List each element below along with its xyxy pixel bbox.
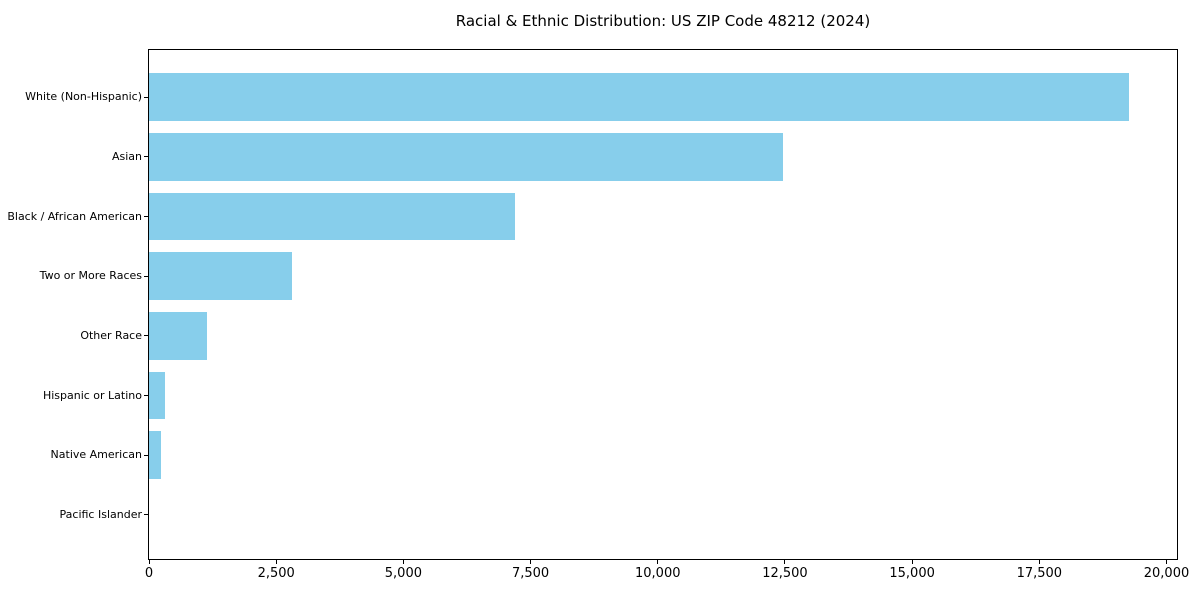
bar <box>149 192 515 241</box>
x-tick-label: 5,000 <box>384 566 422 581</box>
x-tick-mark <box>784 559 786 564</box>
x-tick-label: 15,000 <box>889 566 935 581</box>
bar <box>149 371 166 420</box>
y-tick-mark <box>143 216 149 218</box>
y-tick-mark <box>143 275 149 277</box>
y-tick-label: Black / African American <box>7 209 142 223</box>
bar <box>149 133 783 181</box>
y-tick-label: Two or More Races <box>39 269 142 283</box>
y-tick-label: White (Non-Hispanic) <box>25 90 142 104</box>
y-tick-mark <box>143 156 149 158</box>
bar <box>149 252 292 301</box>
bar <box>149 431 162 480</box>
x-tick-mark <box>148 559 150 564</box>
x-tick-mark <box>1166 559 1167 564</box>
x-tick-label: 20,000 <box>1143 566 1190 581</box>
y-tick-label: Pacific Islander <box>59 507 142 521</box>
x-tick-mark <box>1038 559 1040 564</box>
y-tick-label: Hispanic or Latino <box>42 388 142 402</box>
x-tick-label: 17,500 <box>1016 566 1063 581</box>
y-tick-mark <box>143 96 149 98</box>
chart-title: Racial & Ethnic Distribution: US ZIP Cod… <box>455 12 871 30</box>
x-tick-label: 12,500 <box>762 566 808 581</box>
x-tick-mark <box>911 559 913 564</box>
x-tick-label: 0 <box>144 566 154 581</box>
y-tick-mark <box>143 335 149 337</box>
x-tick-mark <box>657 559 659 564</box>
y-tick-mark <box>143 395 149 397</box>
bar <box>149 73 1130 122</box>
y-tick-mark <box>143 454 149 456</box>
bar <box>149 312 207 360</box>
y-tick-label: Asian <box>111 149 142 163</box>
x-tick-label: 2,500 <box>257 566 295 581</box>
x-tick-label: 10,000 <box>635 566 681 581</box>
x-tick-mark <box>402 559 404 564</box>
y-tick-mark <box>143 514 149 516</box>
y-tick-label: Native American <box>50 448 142 462</box>
x-tick-mark <box>530 559 532 564</box>
plot-area <box>148 49 1178 560</box>
x-tick-mark <box>275 559 277 564</box>
x-tick-label: 7,500 <box>511 566 550 581</box>
y-tick-label: Other Race <box>80 328 142 342</box>
